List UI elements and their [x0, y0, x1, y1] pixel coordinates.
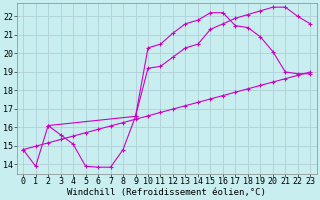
X-axis label: Windchill (Refroidissement éolien,°C): Windchill (Refroidissement éolien,°C): [67, 188, 266, 197]
